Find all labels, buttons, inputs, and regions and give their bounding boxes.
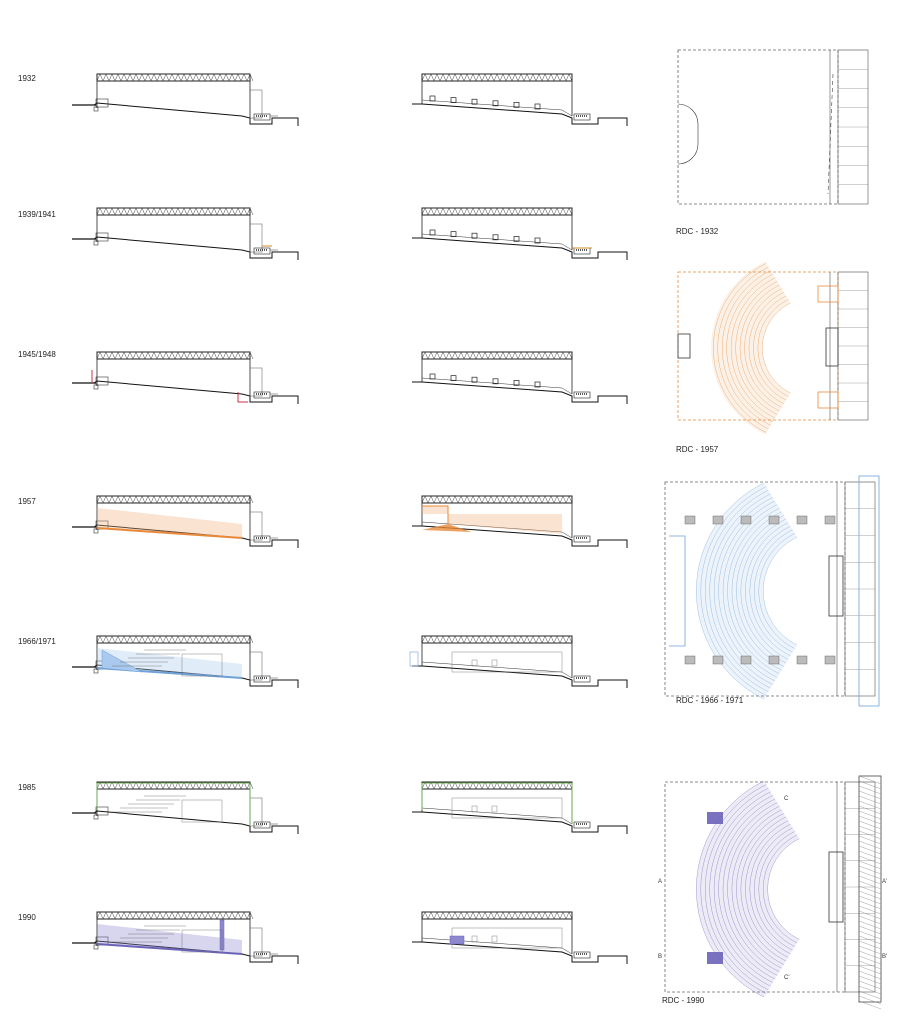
- section-a-3: [72, 494, 312, 564]
- section-b-4: [409, 634, 642, 704]
- section-mark-b: B: [658, 954, 663, 960]
- year-label-1966-1971: 1966/1971: [18, 637, 56, 646]
- year-label-1939-1941: 1939/1941: [18, 210, 56, 219]
- section-b-1: [412, 206, 642, 276]
- section-mark-b-prime: B': [882, 954, 888, 960]
- section-mark-c-prime: C': [784, 975, 790, 981]
- plan-1966-1971: [655, 475, 895, 707]
- plan-1932: [668, 44, 888, 214]
- year-label-1985: 1985: [18, 783, 36, 792]
- section-b-2: [412, 350, 642, 420]
- plan-1990: [655, 775, 895, 1010]
- section-a-4: [72, 634, 312, 704]
- plan-1957: [668, 261, 888, 435]
- section-a-1: [72, 206, 312, 276]
- section-a-0: [72, 72, 312, 142]
- year-label-1945-1948: 1945/1948: [18, 350, 56, 359]
- plan-caption-1966-1971: RDC - 1966 - 1971: [676, 696, 744, 705]
- section-a-2: [72, 350, 312, 420]
- plan-caption-1932: RDC - 1932: [676, 227, 719, 236]
- section-a-5: [72, 780, 312, 850]
- year-label-1990: 1990: [18, 913, 36, 922]
- section-mark-a: A: [658, 879, 663, 885]
- year-label-1957: 1957: [18, 497, 36, 506]
- plan-caption-1957: RDC - 1957: [676, 445, 719, 454]
- year-label-1932: 1932: [18, 74, 36, 83]
- section-b-6: [412, 910, 642, 980]
- plan-caption-1990: RDC - 1990: [662, 996, 705, 1005]
- section-mark-c: C: [784, 796, 789, 802]
- section-b-3: [412, 494, 642, 564]
- section-b-0: [412, 72, 642, 142]
- section-mark-a-prime: A': [882, 879, 888, 885]
- section-a-6: [72, 910, 312, 980]
- section-b-5: [412, 780, 642, 850]
